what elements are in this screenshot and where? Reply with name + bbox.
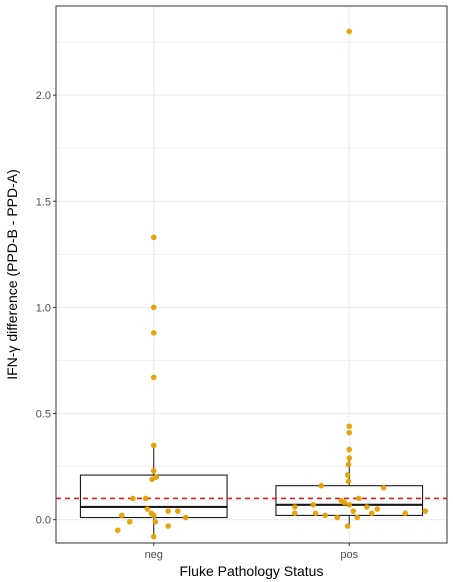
points-neg [114,234,189,540]
data-point [346,28,353,35]
data-point [312,510,319,517]
y-tick-label: 0.0 [36,515,51,527]
data-point [150,468,157,474]
box-layer [79,445,424,537]
data-point [380,485,387,491]
data-point [144,506,151,512]
data-point [346,429,353,436]
y-tick-label: 1.5 [36,196,51,208]
y-tick-label: 2.0 [36,90,51,102]
data-point [344,472,351,478]
data-point [344,523,351,529]
data-point [322,512,329,519]
box-iqr [275,485,424,516]
data-point [165,508,171,514]
data-point [152,518,159,525]
data-point [374,506,381,512]
data-point [350,508,357,514]
x-tick-label: pos [340,549,358,561]
x-tick-label: neg [145,549,163,561]
data-point [150,234,157,241]
data-point [318,482,325,489]
panel-border [55,5,448,544]
y-axis-title: IFN-γ difference (PPD-B - PPD-A) [4,169,20,380]
data-point [165,523,171,529]
data-point [346,446,353,453]
data-point [130,495,136,502]
data-point [150,442,157,449]
x-axis-title: Fluke Pathology Status [180,563,324,579]
boxplot-pos [275,458,424,527]
boxplot-neg [79,445,228,537]
data-point [368,510,375,517]
y-tick-label: 0.5 [36,409,51,421]
data-point [402,510,409,517]
data-point [114,527,121,534]
data-point [174,508,181,514]
data-point [356,495,362,502]
data-point [126,518,133,525]
data-point [346,501,353,508]
data-point [346,455,353,461]
tick-layer: 0.0 0.5 1.0 1.5 2.0 neg pos [36,90,359,561]
data-point [150,374,157,381]
data-point [341,499,348,506]
data-point [346,423,353,430]
data-point [364,504,370,510]
data-point [334,514,341,521]
data-point [150,330,157,336]
y-tick-label: 1.0 [36,302,51,314]
data-point [345,461,352,468]
data-point [354,514,361,521]
data-point [149,476,155,483]
box-iqr [79,474,228,519]
data-point [150,533,157,540]
data-point [292,504,298,510]
data-point [310,501,317,508]
data-point [150,304,157,311]
points-pos [292,28,429,529]
point-layer [114,28,429,540]
data-point [150,512,157,519]
data-point [422,508,429,514]
data-point [142,495,149,502]
data-point [292,510,298,517]
grid-layer [56,6,447,543]
data-point [118,512,125,519]
data-point [345,478,352,485]
data-point [182,514,189,521]
